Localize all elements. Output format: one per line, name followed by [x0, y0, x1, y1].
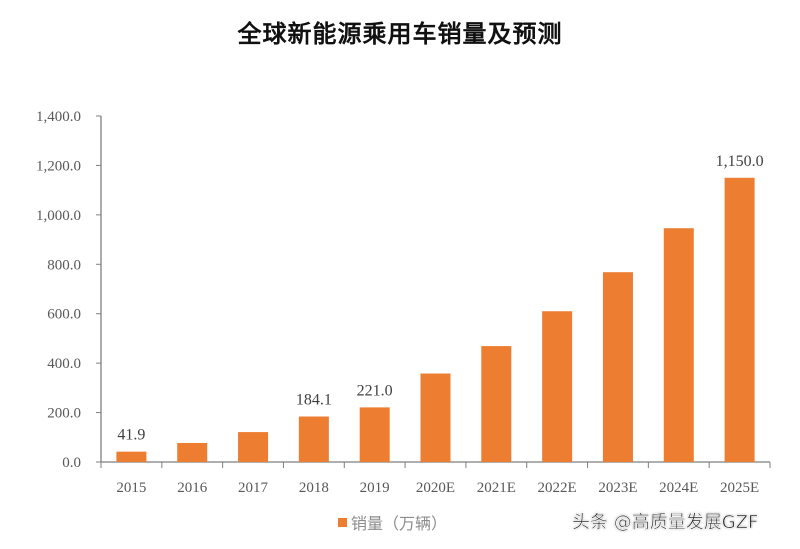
x-tick-label: 2015: [116, 480, 146, 496]
bar: [481, 346, 512, 462]
x-tick-label: 2025E: [720, 480, 759, 496]
data-label: 184.1: [296, 392, 332, 409]
bar: [663, 228, 694, 462]
x-tick-label: 2024E: [659, 480, 698, 496]
bar: [359, 407, 390, 462]
x-tick-label: 2018: [299, 480, 329, 496]
data-label: 1,150.0: [716, 153, 764, 170]
legend-label: 销量（万辆）: [351, 514, 448, 533]
x-tick-label: 2016: [177, 480, 208, 496]
x-tick-label: 2021E: [477, 480, 516, 496]
watermark: 头条 @高质量发展GZF: [572, 512, 759, 534]
data-label: 221.0: [357, 382, 393, 399]
y-tick-label: 1,000.0: [36, 208, 81, 224]
bar: [116, 451, 147, 462]
chart-title: 全球新能源乘用车销量及预测: [237, 20, 563, 48]
x-tick-label: 2023E: [598, 480, 637, 496]
bar: [298, 416, 329, 462]
x-tick-label: 2022E: [538, 480, 577, 496]
y-tick-label: 0.0: [62, 455, 81, 471]
x-tick-label: 2019: [360, 480, 390, 496]
bar: [542, 311, 573, 462]
y-tick-label: 1,400.0: [36, 109, 81, 125]
x-tick-label: 2017: [238, 480, 269, 496]
legend-swatch: [338, 517, 347, 527]
y-tick-label: 200.0: [47, 406, 81, 422]
y-tick-label: 600.0: [47, 307, 81, 323]
bar: [238, 432, 269, 462]
y-tick-label: 400.0: [47, 356, 81, 372]
y-tick-label: 1,200.0: [36, 158, 81, 174]
y-tick-label: 800.0: [47, 257, 81, 273]
x-tick-label: 2020E: [416, 480, 455, 496]
legend: 销量（万辆）: [338, 510, 447, 534]
bar: [420, 373, 451, 462]
bar: [177, 442, 208, 462]
bar: [602, 272, 633, 462]
data-label: 41.9: [117, 427, 145, 444]
bar: [724, 177, 755, 463]
